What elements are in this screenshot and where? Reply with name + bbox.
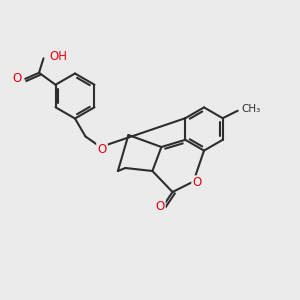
Text: CH₃: CH₃ [241,104,261,114]
Text: O: O [193,176,202,190]
Text: O: O [155,200,164,214]
Text: O: O [98,143,106,156]
Text: O: O [13,72,22,85]
Text: OH: OH [49,50,67,63]
